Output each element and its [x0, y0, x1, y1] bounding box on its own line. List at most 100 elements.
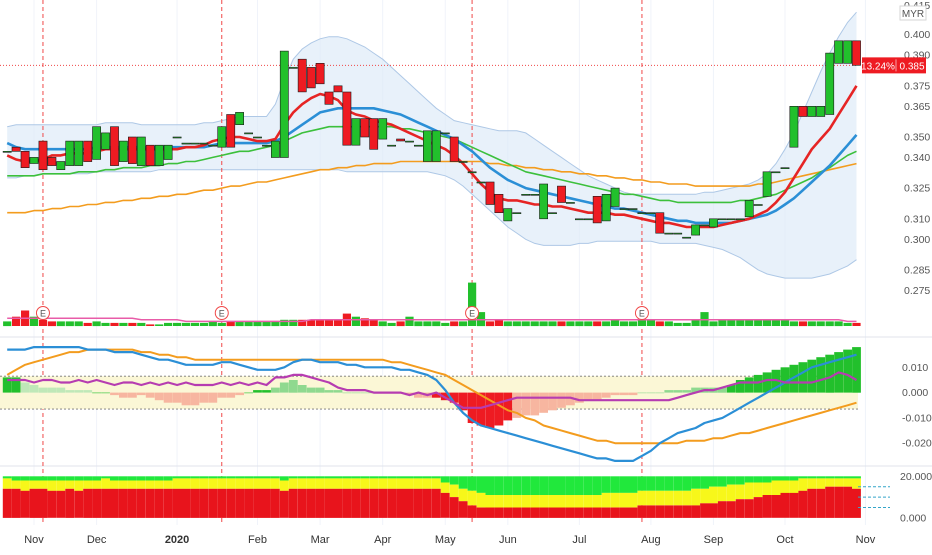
- bottom-red-68: [610, 507, 620, 518]
- bottom-yellow-92: [825, 478, 835, 487]
- macd-hist-89: [798, 362, 808, 393]
- volume-bar-46: [414, 321, 423, 327]
- bottom-red-4: [38, 488, 48, 518]
- bottom-yellow-31: [279, 480, 289, 491]
- time-label-8: Jul: [572, 534, 586, 546]
- bottom-red-42: [378, 488, 388, 518]
- bottom-red-66: [592, 507, 602, 518]
- bottom-green-5: [47, 476, 57, 481]
- bottom-green-27: [244, 476, 253, 479]
- earnings-marker-1: [214, 306, 229, 320]
- macd-hist-14: [128, 392, 137, 398]
- bottom-yellow-20: [181, 478, 191, 489]
- volume-bar-94: [843, 322, 852, 326]
- volume-bar-83: [745, 319, 754, 326]
- bottom-yellow-86: [771, 480, 781, 495]
- volume-bar-87: [780, 319, 790, 326]
- volume-bar-40: [360, 318, 369, 327]
- macd-hist-56: [503, 392, 513, 421]
- bottom-green-72: [646, 476, 656, 491]
- bottom-green-39: [351, 476, 361, 479]
- bottom-yellow-30: [270, 478, 280, 489]
- time-axis: Nov Dec 2020 Feb Mar Apr May Jun Jul Aug Sep Oct Nov: [24, 534, 875, 546]
- bottom-red-58: [521, 507, 531, 518]
- bottom-red-81: [726, 501, 736, 518]
- volume-bars: [3, 282, 861, 327]
- volume-bar-61: [548, 321, 557, 327]
- candle-31: [279, 50, 289, 158]
- period-separators: [0, 0, 858, 525]
- candle-33: [297, 58, 307, 93]
- bottom-yellow-85: [762, 482, 772, 495]
- volume-bar-35: [316, 319, 325, 326]
- bottom-yellow-14: [127, 480, 137, 489]
- bollinger-fill: [7, 12, 857, 279]
- volume-bar-79: [709, 321, 718, 327]
- candle-45: [405, 140, 414, 143]
- bottom-red-61: [548, 507, 557, 518]
- candle-14: [128, 136, 137, 164]
- candle-63: [565, 202, 575, 204]
- bottom-green-42: [378, 476, 388, 479]
- bottom-green-83: [744, 476, 754, 483]
- macd-hist-66: [592, 392, 602, 401]
- bottom-yellow-29: [262, 478, 271, 489]
- bottom-yellow-63: [566, 495, 575, 508]
- bottom-yellow-17: [154, 480, 164, 489]
- bottom-yellow-19: [172, 478, 182, 489]
- volume-bar-17: [155, 324, 164, 326]
- bottom-yellow-54: [485, 495, 495, 508]
- bottom-yellow-44: [396, 478, 405, 489]
- bottom-yellow-65: [583, 495, 593, 508]
- volume-bar-55: [494, 319, 503, 326]
- bottom-green-70: [628, 476, 638, 493]
- candle-24: [217, 126, 227, 148]
- candle-2: [20, 151, 30, 169]
- time-label-11: Oct: [776, 534, 793, 546]
- candle-74: [664, 232, 674, 235]
- volume-bar-13: [119, 322, 128, 326]
- macd-hist-7: [65, 390, 75, 393]
- bottom-red-28: [253, 488, 262, 518]
- macd-hist-12: [110, 392, 119, 396]
- bottom-green-14: [127, 476, 137, 481]
- bottom-yellow-95: [852, 478, 861, 489]
- bottom-red-31: [279, 490, 289, 518]
- volume-bar-8: [74, 321, 83, 327]
- macd-hist-5: [47, 387, 57, 393]
- candle-22: [199, 142, 209, 145]
- last-price-label: 0.385: [899, 61, 924, 72]
- bottom-red-54: [485, 507, 495, 518]
- macd-hist-57: [512, 392, 522, 418]
- candle-70: [628, 208, 638, 210]
- bottom-red-30: [270, 488, 280, 518]
- macd-hist-54: [485, 392, 495, 428]
- macd-hist-22: [199, 392, 209, 403]
- bottom-green-6: [56, 476, 66, 481]
- bottom-green-88: [789, 476, 799, 481]
- candle-27: [244, 132, 253, 135]
- bottom-red-78: [700, 503, 709, 518]
- macd-hist-8: [74, 390, 84, 393]
- volume-bar-22: [199, 322, 208, 326]
- bottom-yellow-73: [655, 490, 665, 506]
- bottom-yellow-53: [476, 492, 486, 508]
- bottom-yellow-74: [664, 490, 674, 506]
- volume-bar-49: [441, 322, 450, 326]
- bottom-red-63: [566, 507, 575, 518]
- bottom-yellow-50: [449, 484, 459, 498]
- bottom-yellow-83: [744, 482, 754, 500]
- bottom-yellow-38: [342, 478, 352, 489]
- bottom-yellow-6: [56, 480, 66, 491]
- bottom-red-86: [771, 495, 781, 518]
- change-label: 13.24%: [861, 61, 895, 72]
- bottom-green-75: [673, 476, 683, 491]
- bottom-yellow-4: [38, 480, 48, 489]
- candle-90: [807, 106, 817, 117]
- price-tick-3: 0.375: [904, 80, 930, 92]
- bottom-red-74: [664, 505, 674, 518]
- macd-hist-83: [744, 377, 754, 393]
- bottom-green-32: [288, 476, 298, 479]
- bottom-red-94: [843, 486, 852, 518]
- bollinger-band: [7, 11, 857, 279]
